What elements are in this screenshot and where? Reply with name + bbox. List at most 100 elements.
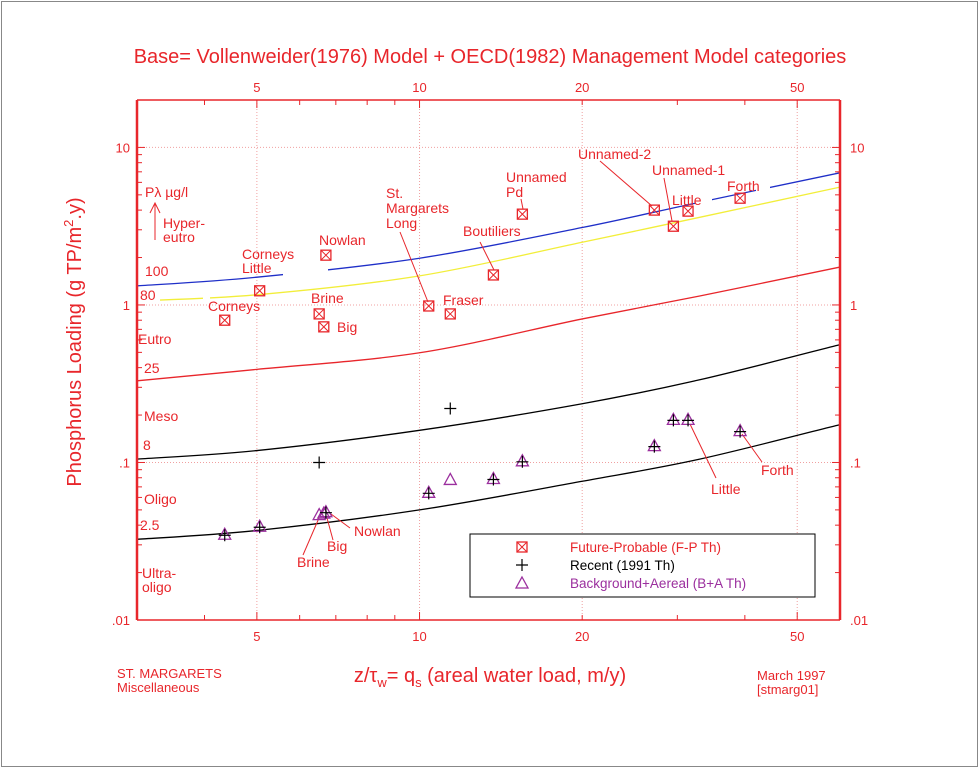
annotation-leader <box>479 241 495 271</box>
x-title-rest: (areal water load, m/y) <box>422 665 627 687</box>
footer-right-2: [stmarg01] <box>757 682 818 697</box>
annotation-leader <box>399 231 429 303</box>
future-marker <box>487 269 500 281</box>
y-tick-label-left: 1 <box>123 298 130 313</box>
y-tick-label-left: .1 <box>119 455 130 470</box>
future-marker <box>734 192 746 204</box>
footer-left-1: ST. MARGARETS <box>117 666 222 681</box>
annotation-line: Pd <box>506 184 523 200</box>
grid <box>137 100 840 620</box>
annotation-leader <box>599 160 653 207</box>
future-marker <box>516 541 528 553</box>
zone-ultra-1: Ultra- <box>142 565 177 581</box>
future-marker-x <box>219 314 231 326</box>
recent-marker <box>313 456 326 469</box>
annotation-lower: Nowlan <box>354 523 401 539</box>
annotation-leader <box>689 423 717 479</box>
annotation-line: Little <box>242 260 272 276</box>
future-marker-x <box>517 208 528 220</box>
annotation-leaders <box>302 160 763 556</box>
zone-p2-5: 2.5 <box>140 517 160 533</box>
annotation-leader <box>663 177 673 222</box>
y-title-sup: 2 <box>61 220 76 227</box>
background-marker <box>312 507 327 521</box>
annotation-upper: Corneys <box>208 298 260 314</box>
future-marker-x <box>488 269 499 281</box>
future-marker-x <box>254 285 266 297</box>
arrow-head <box>149 201 161 214</box>
future-marker <box>682 205 694 217</box>
recent-marker <box>487 473 500 486</box>
recent-marker <box>648 440 661 453</box>
x-title-z: z/τ <box>354 665 378 687</box>
annotation-upper: Unnamed-1 <box>652 162 725 178</box>
recent-marker <box>516 559 528 571</box>
annotation-leader <box>330 513 351 529</box>
annotation-upper: Boutiliers <box>463 223 521 239</box>
y-tick-label-right: 10 <box>850 140 864 155</box>
future-marker <box>444 308 456 320</box>
future-marker-x <box>682 205 694 217</box>
future-marker <box>318 321 330 333</box>
curve-p-100 <box>137 172 840 287</box>
x-tick-label-bottom: 5 <box>253 629 260 644</box>
y-title-end: .y) <box>64 197 86 219</box>
annotation-upper: Big <box>337 319 357 335</box>
tick-labels: 5 5 10 10 20 20 50 50 10 10 1 1 .1 .1 .01 .01 <box>112 80 868 644</box>
x-tick-label-bottom: 20 <box>575 629 589 644</box>
y-axis-title: Phosphorus Loading (g TP/m2.y) <box>61 197 86 486</box>
annotation-line: St. <box>386 185 403 201</box>
future-marker-x <box>444 308 456 320</box>
curve-p-8 <box>136 343 841 460</box>
recent-marker <box>319 506 332 519</box>
background-marker <box>514 575 530 589</box>
annotation-lower: Brine <box>297 554 330 570</box>
recent-marker <box>253 521 266 534</box>
recent-marker <box>218 529 231 542</box>
legend-background: Background+Aereal (B+A Th) <box>570 576 746 591</box>
background-marker <box>443 472 458 486</box>
annotation-upper: Unnamed-2 <box>578 146 651 162</box>
zone-unit: Pλ µg/l <box>145 184 188 200</box>
annotation-line: Unnamed <box>506 169 567 185</box>
recent-marker <box>422 487 435 500</box>
future-marker-x <box>648 204 660 216</box>
zone-eutro: Eutro <box>138 331 172 347</box>
legend-symbols <box>514 541 530 589</box>
future-marker-x <box>668 220 679 232</box>
x-tick-label-top: 5 <box>253 80 260 95</box>
recent-marker <box>444 402 457 415</box>
markers <box>217 192 748 542</box>
annotation-upper: Unnamed Pd <box>506 169 567 200</box>
recent-marker <box>734 425 747 438</box>
legend-recent: Recent (1991 Th) <box>570 558 675 573</box>
annotation-upper: Forth <box>727 178 760 194</box>
future-marker-x <box>320 249 332 261</box>
curve-p-25 <box>136 266 841 382</box>
y-tick-label-right: .1 <box>850 455 861 470</box>
y-tick-label-left: .01 <box>112 613 130 628</box>
x-axis-title: z/τw= qs (areal water load, m/y) <box>354 665 626 690</box>
annotation-upper: Little <box>672 192 702 208</box>
y-tick-label-right: .01 <box>850 613 868 628</box>
zone-oligo: Oligo <box>144 491 177 507</box>
curves <box>136 172 841 541</box>
annotation-upper: Brine <box>311 290 344 306</box>
curve-p-80 <box>160 186 840 302</box>
annotation-leader <box>302 517 320 556</box>
zone-hyper-2: eutro <box>163 229 195 245</box>
annotation-line: Long <box>386 215 417 231</box>
footer-left-2: Miscellaneous <box>117 680 200 695</box>
legend-future: Future-Probable (F-P Th) <box>570 540 721 555</box>
annotation-leader <box>520 198 524 210</box>
zone-labels: Pλ µg/l Hyper- eutro 100 80 Eutro 25 Mes… <box>138 184 205 595</box>
annotation-lower: Big <box>327 538 347 554</box>
recent-marker <box>516 455 529 468</box>
x-title-s: s <box>415 675 422 690</box>
future-marker <box>423 300 435 312</box>
footer-right-1: March 1997 <box>757 668 826 683</box>
annotation-line: Corneys <box>242 246 294 262</box>
future-marker-x <box>516 541 528 553</box>
